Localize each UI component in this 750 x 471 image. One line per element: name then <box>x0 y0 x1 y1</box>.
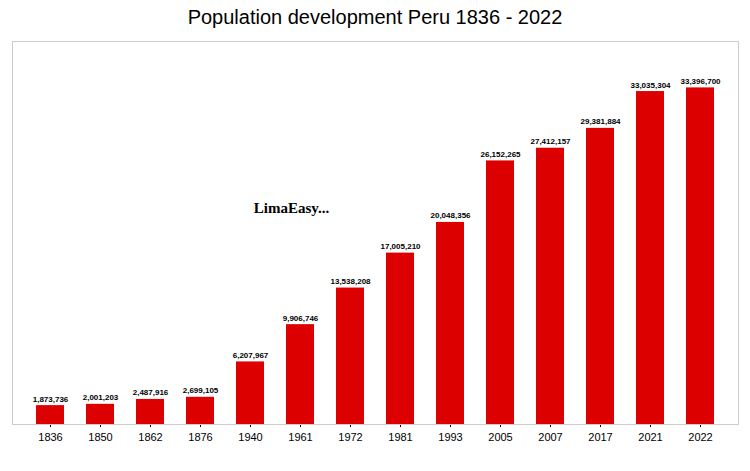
svg-text:26,152,265: 26,152,265 <box>480 150 521 159</box>
svg-text:1993: 1993 <box>438 431 462 443</box>
svg-text:29,381,884: 29,381,884 <box>580 117 621 126</box>
svg-text:2022: 2022 <box>688 431 712 443</box>
svg-text:33,396,700: 33,396,700 <box>680 77 721 86</box>
svg-text:2,487,916: 2,487,916 <box>133 388 169 397</box>
svg-text:2,001,203: 2,001,203 <box>83 393 119 402</box>
svg-text:1862: 1862 <box>138 431 162 443</box>
svg-text:1961: 1961 <box>288 431 312 443</box>
svg-text:17,005,210: 17,005,210 <box>380 242 421 251</box>
svg-text:1972: 1972 <box>338 431 362 443</box>
svg-text:1850: 1850 <box>88 431 112 443</box>
svg-text:1,873,736: 1,873,736 <box>33 395 69 404</box>
svg-text:2007: 2007 <box>538 431 562 443</box>
svg-text:2005: 2005 <box>488 431 512 443</box>
svg-text:2,699,105: 2,699,105 <box>183 386 219 395</box>
svg-text:2021: 2021 <box>638 431 662 443</box>
svg-text:1876: 1876 <box>188 431 212 443</box>
svg-text:2017: 2017 <box>588 431 612 443</box>
html-text:Population development Peru 18: Population development Peru 1836 - 2022 <box>187 6 563 28</box>
svg-text:27,412,157: 27,412,157 <box>530 137 571 146</box>
svg-text:1836: 1836 <box>38 431 62 443</box>
svg-text:9,906,746: 9,906,746 <box>283 314 319 323</box>
svg-text:1981: 1981 <box>388 431 412 443</box>
svg-text:13,538,208: 13,538,208 <box>330 277 371 286</box>
svg-text:1940: 1940 <box>238 431 262 443</box>
svg-text:33,035,304: 33,035,304 <box>630 81 671 90</box>
svg-text:LimaEasy...: LimaEasy... <box>254 200 330 216</box>
svg-text:6,207,967: 6,207,967 <box>233 351 269 360</box>
svg-text:20,048,356: 20,048,356 <box>430 211 471 220</box>
